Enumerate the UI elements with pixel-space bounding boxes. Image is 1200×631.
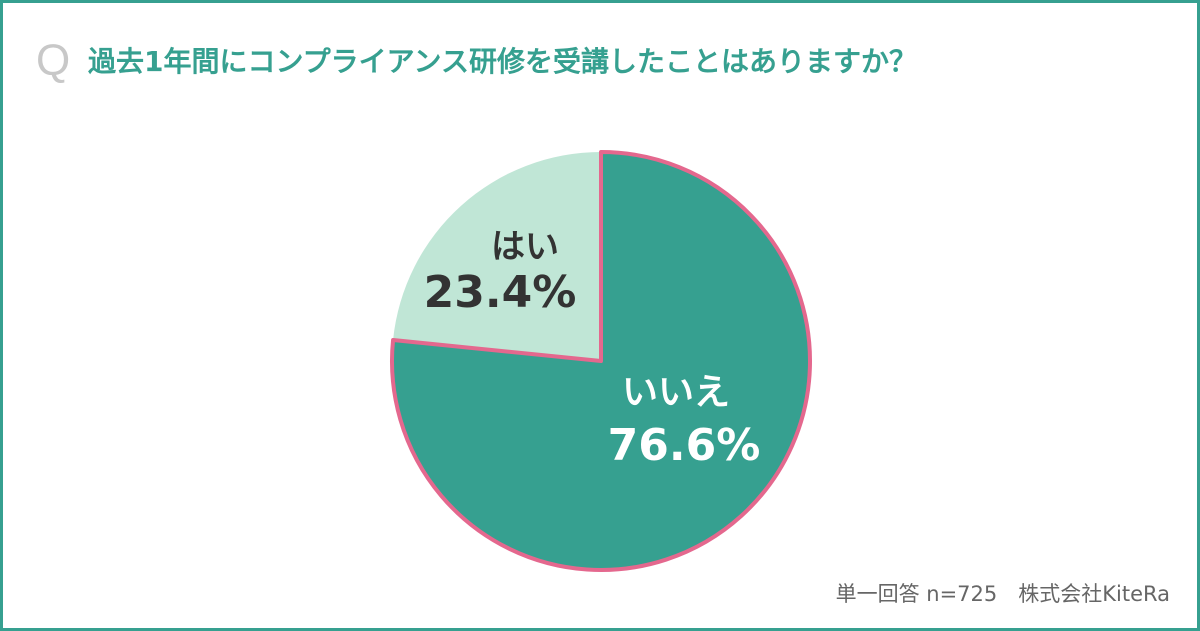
chart-title: 過去1年間にコンプライアンス研修を受講したことはありますか？: [88, 45, 917, 78]
pie-slice-no: [390, 150, 812, 572]
slice-label-yes: はい: [491, 227, 559, 267]
question-icon: Q: [36, 36, 71, 85]
slice-label-no: いいえ: [622, 372, 730, 413]
pie-slice-yes: [393, 152, 601, 361]
footnote: 単一回答 n=725 株式会社KiteRa: [835, 582, 1170, 606]
slice-value-no: 76.6%: [608, 420, 761, 471]
slice-value-yes: 23.4%: [424, 267, 577, 318]
